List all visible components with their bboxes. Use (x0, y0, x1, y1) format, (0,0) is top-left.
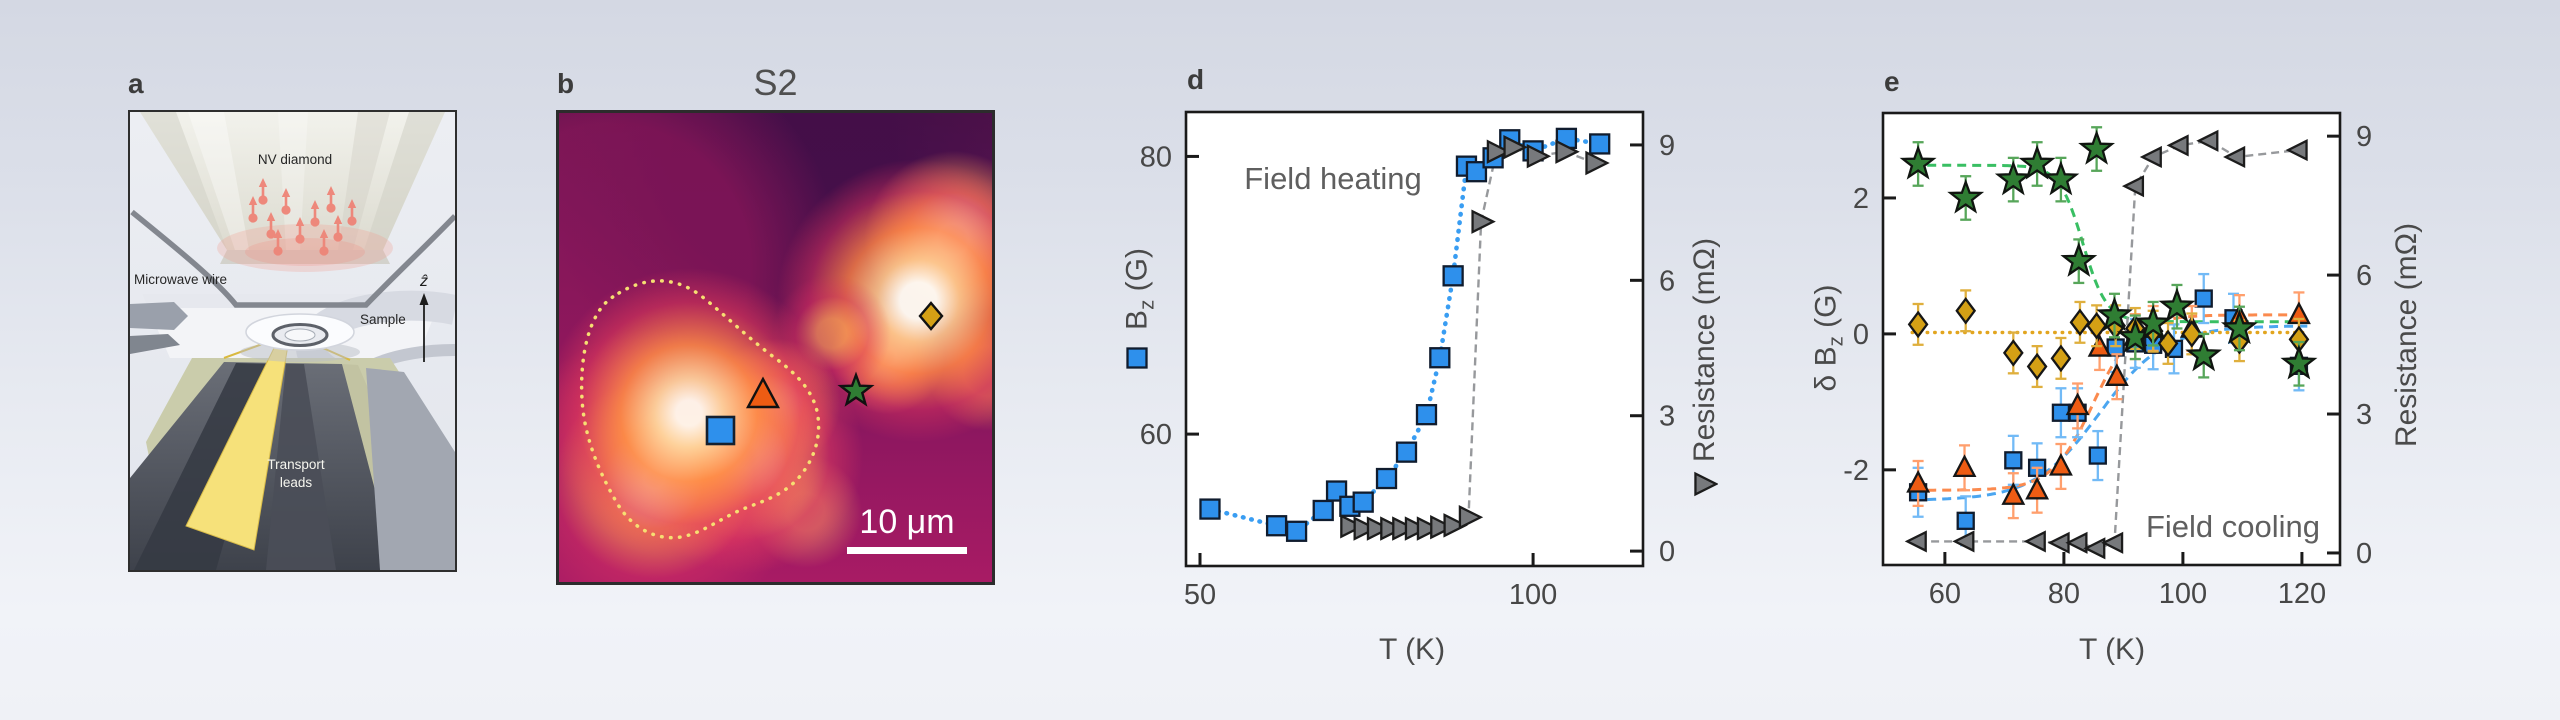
left-connector (130, 302, 188, 330)
blue-square-marker-icon (705, 415, 736, 446)
svg-text:60: 60 (1929, 578, 1961, 610)
d-data-points (1199, 127, 1611, 542)
bz-square-legend-icon (1126, 347, 1148, 369)
svg-text:100: 100 (2159, 578, 2207, 610)
panel-d-chart: 50 100 80 60 9 6 3 0 (1120, 60, 1760, 700)
panel-d-letter: d (1187, 64, 1205, 95)
lead-road-stripe-mid (266, 364, 336, 570)
svg-text:-2: -2 (1843, 455, 1869, 487)
heatmap-overlay: 10 μm (579, 279, 967, 554)
gold-diamond-marker-icon (918, 301, 944, 331)
d-axes: 50 100 80 60 9 6 3 0 (1140, 130, 1675, 611)
nv-diamond-shape (140, 112, 445, 264)
panel-a-letter: a (128, 68, 144, 99)
svg-text:3: 3 (2356, 399, 2372, 431)
panel-b-letter: b (557, 68, 575, 99)
e-axes: 60 80 100 120 2 0 -2 9 6 3 0 (1843, 121, 2372, 610)
scale-bar-label: 10 μm (859, 503, 954, 541)
panel-d-xlabel: T (K) (1378, 633, 1446, 666)
panel-e-xlabel: T (K) (2078, 633, 2146, 666)
svg-text:6: 6 (1659, 265, 1675, 297)
microwave-wire-shape (130, 209, 457, 308)
panel-d-ylabel-right: Resistance (mΩ) (1688, 237, 1721, 463)
panel-e-letter: e (1884, 66, 1900, 97)
left-connector-lower (130, 334, 180, 354)
svg-text:0: 0 (2356, 538, 2372, 570)
svg-text:3: 3 (1659, 401, 1675, 433)
chart-e-canvas: 60 80 100 120 2 0 -2 9 6 3 0 (1843, 111, 2372, 610)
nv-setup-illustration: NV diamond Microwave wire Sample ẑ Trans… (130, 112, 459, 570)
svg-text:0: 0 (1659, 536, 1675, 568)
panel-e-ylabel-left: δ Bz (G) (1809, 284, 1848, 392)
panel-e-ylabel-right: Resistance (mΩ) (2390, 222, 2423, 448)
domain-outline (579, 279, 821, 540)
panel-b-heatmap: 10 μm (556, 110, 995, 585)
sample-label: Sample (360, 312, 406, 327)
svg-text:6: 6 (2356, 260, 2372, 292)
panel-d-ylabel-left: Bz (G) (1120, 248, 1159, 330)
scale-bar (847, 547, 967, 554)
svg-text:80: 80 (2048, 578, 2080, 610)
panel-e-chart: 60 80 100 120 2 0 -2 9 6 3 0 (1790, 60, 2505, 700)
chart-d-canvas: 50 100 80 60 9 6 3 0 (1140, 110, 1675, 611)
panel-a-schematic: NV diamond Microwave wire Sample ẑ Trans… (128, 110, 459, 572)
z-axis-arrowhead-icon (419, 293, 429, 305)
transport-leads-label-line1: Transport (267, 457, 325, 472)
svg-text:2: 2 (1853, 183, 1869, 215)
sample-hole (284, 328, 316, 342)
svg-text:80: 80 (1140, 141, 1172, 173)
svg-text:0: 0 (1853, 319, 1869, 351)
right-slab (366, 368, 455, 570)
green-star-marker-icon (837, 371, 875, 407)
nv-diamond-label: NV diamond (258, 152, 332, 167)
svg-text:9: 9 (1659, 130, 1675, 162)
svg-text:120: 120 (2278, 578, 2326, 610)
field-heating-annotation: Field heating (1244, 161, 1422, 196)
e-data-points (1899, 126, 2318, 560)
svg-text:100: 100 (1509, 579, 1557, 611)
svg-text:9: 9 (2356, 121, 2372, 153)
z-axis-label: ẑ (419, 273, 428, 290)
microwave-wire-label: Microwave wire (134, 272, 227, 287)
svg-text:60: 60 (1140, 419, 1172, 451)
panel-b-title: S2 (753, 62, 798, 103)
nv-spins-icon (217, 176, 393, 272)
orange-triangle-marker-icon (745, 376, 781, 409)
svg-text:50: 50 (1184, 579, 1216, 611)
resistance-triangle-legend-icon (1694, 471, 1718, 497)
transport-leads-label-line2: leads (280, 475, 313, 490)
field-cooling-annotation: Field cooling (2145, 509, 2321, 544)
lead-road-stripe-dark (134, 363, 274, 570)
